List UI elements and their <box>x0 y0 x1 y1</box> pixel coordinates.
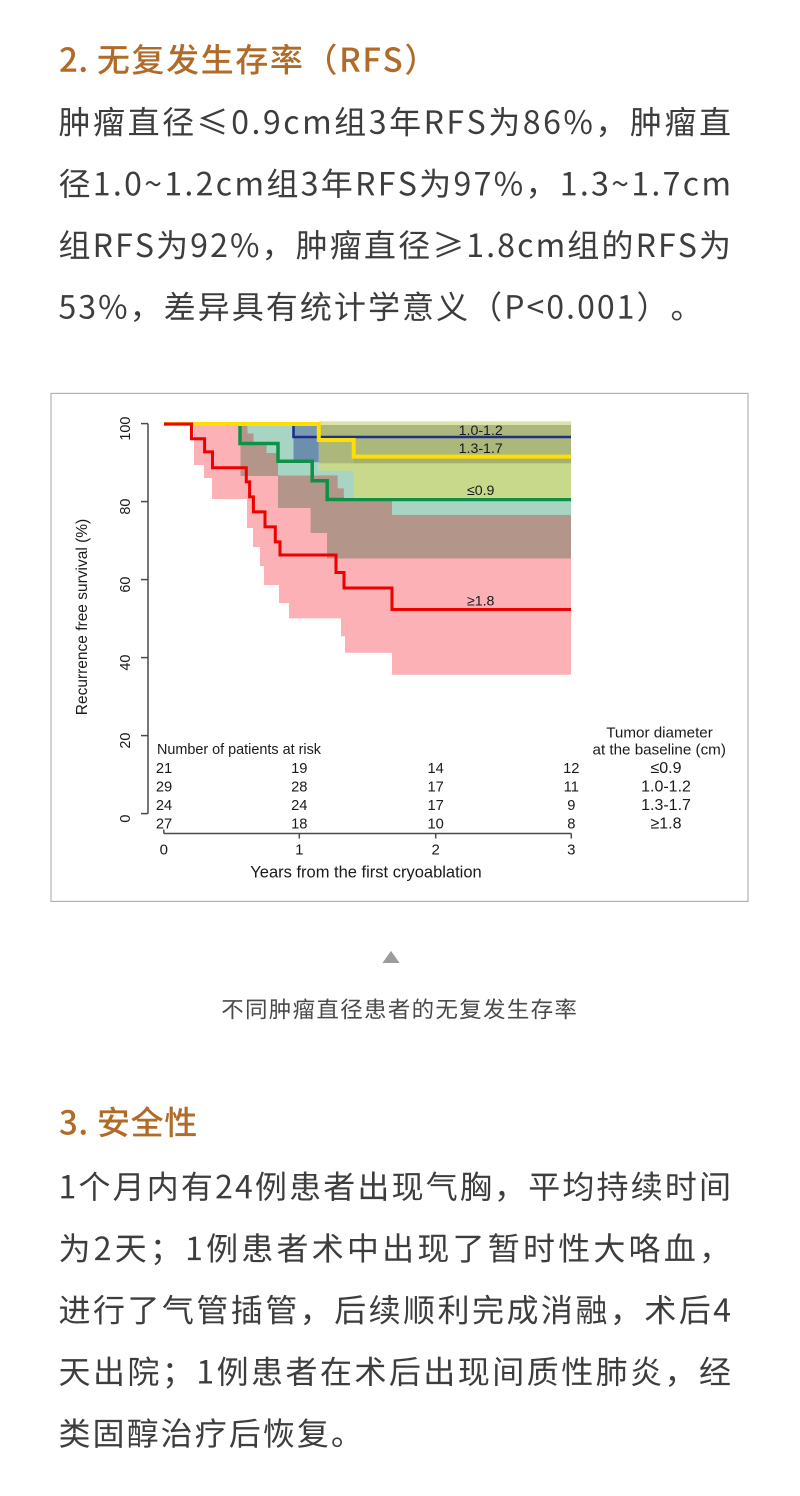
svg-text:1.0-1.2: 1.0-1.2 <box>641 779 691 796</box>
svg-text:17: 17 <box>428 780 444 796</box>
svg-text:24: 24 <box>291 798 307 814</box>
svg-text:9: 9 <box>567 798 575 814</box>
svg-text:18: 18 <box>291 816 307 832</box>
svg-text:0: 0 <box>160 842 168 859</box>
svg-text:≤0.9: ≤0.9 <box>467 483 495 499</box>
svg-text:3: 3 <box>567 842 575 859</box>
svg-text:14: 14 <box>428 761 444 777</box>
svg-text:0: 0 <box>118 815 134 823</box>
svg-text:1: 1 <box>295 842 303 859</box>
svg-text:17: 17 <box>428 798 444 814</box>
svg-text:1.3-1.7: 1.3-1.7 <box>459 441 503 457</box>
svg-text:12: 12 <box>563 761 579 777</box>
svg-text:29: 29 <box>156 780 172 796</box>
svg-text:1.3-1.7: 1.3-1.7 <box>641 797 691 814</box>
svg-text:10: 10 <box>428 816 444 832</box>
svg-text:27: 27 <box>156 816 172 832</box>
svg-text:≥1.8: ≥1.8 <box>467 594 495 610</box>
svg-text:21: 21 <box>156 761 172 777</box>
svg-text:Tumor diameter: Tumor diameter <box>606 725 713 742</box>
svg-text:20: 20 <box>118 733 134 749</box>
svg-text:11: 11 <box>564 780 579 796</box>
svg-text:≤0.9: ≤0.9 <box>650 760 681 777</box>
svg-text:at the baseline (cm): at the baseline (cm) <box>593 741 726 758</box>
svg-text:Recurrence free survival (%): Recurrence free survival (%) <box>74 519 91 715</box>
svg-text:2: 2 <box>432 842 440 859</box>
svg-text:1.0-1.2: 1.0-1.2 <box>459 423 503 439</box>
svg-text:100: 100 <box>118 417 134 441</box>
svg-text:19: 19 <box>291 761 307 777</box>
svg-text:40: 40 <box>118 655 134 671</box>
svg-text:24: 24 <box>156 798 172 814</box>
svg-text:8: 8 <box>567 816 575 832</box>
svg-text:28: 28 <box>291 780 307 796</box>
svg-text:Years from the first cryoablat: Years from the first cryoablation <box>250 864 481 882</box>
svg-text:60: 60 <box>118 577 134 593</box>
svg-text:≥1.8: ≥1.8 <box>650 815 681 832</box>
svg-text:Number of patients at risk: Number of patients at risk <box>157 742 322 758</box>
svg-text:80: 80 <box>118 499 134 515</box>
